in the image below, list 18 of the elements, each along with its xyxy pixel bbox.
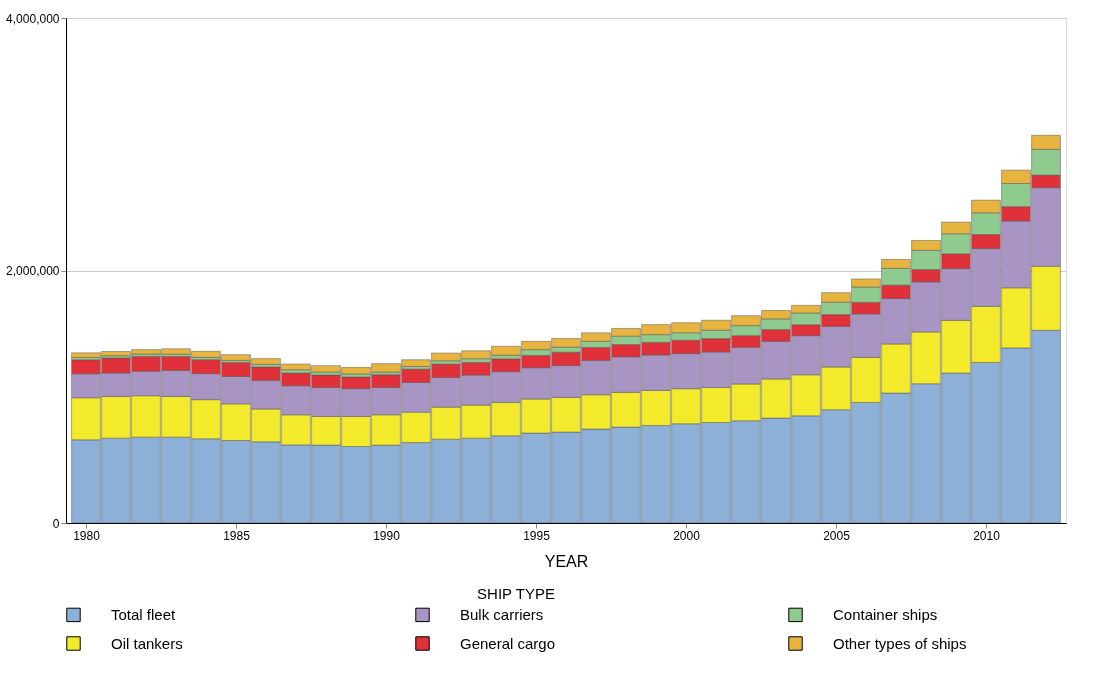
x-axis-title: YEAR	[544, 552, 589, 570]
legend-label: Total fleet	[111, 605, 177, 623]
legend-label: Bulk carriers	[460, 605, 544, 623]
x-tick-label: 2005	[823, 528, 851, 543]
y-tick-label: 4,000,000	[6, 11, 60, 26]
x-tick-label: 1980	[73, 528, 101, 543]
x-tick-label: 1995	[523, 528, 551, 543]
y-tick-label: 2,000,000	[6, 264, 60, 278]
legend-title: SHIP TYPE	[477, 585, 555, 602]
y-tick-label: 0	[52, 516, 60, 531]
x-tick-label: 1985	[223, 528, 251, 543]
legend-label: General cargo	[460, 634, 556, 652]
legend-label: Other types of ships	[833, 634, 967, 652]
x-tick-label: 2010	[973, 528, 1001, 543]
x-tick-label: 1990	[373, 528, 401, 543]
x-tick-label: 2000	[673, 528, 701, 543]
legend-label: Oil tankers	[111, 634, 183, 652]
legend-label: Container ships	[833, 605, 938, 623]
